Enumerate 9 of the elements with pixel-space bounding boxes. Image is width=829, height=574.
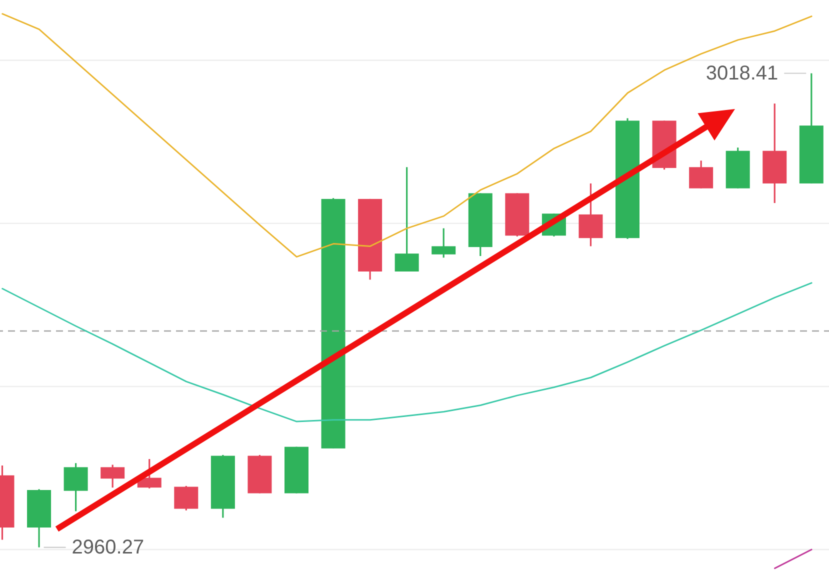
candlestick	[174, 485, 198, 512]
candlestick	[578, 182, 602, 248]
candlestick	[63, 462, 88, 512]
candlestick	[394, 166, 418, 272]
candlestick	[688, 160, 713, 190]
annotation: 3018.41	[706, 62, 778, 84]
annotation: 2960.27	[72, 536, 144, 558]
candlestick	[100, 464, 124, 488]
candlestick	[431, 227, 456, 258]
